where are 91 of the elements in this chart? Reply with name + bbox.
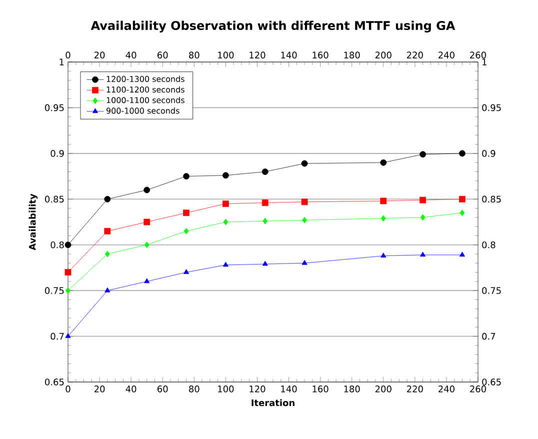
point	[184, 228, 189, 234]
x-tick-label: 20	[94, 386, 105, 392]
y-axis-title: Availability	[28, 194, 38, 250]
y2-tick-label: 0.9	[482, 150, 496, 157]
point	[144, 278, 150, 284]
x2-tick-label: 240	[438, 52, 454, 58]
point	[459, 196, 466, 202]
point	[301, 160, 308, 167]
y-tick-label: 0.7	[50, 332, 64, 340]
point	[380, 252, 386, 258]
x-tick-label: 140	[281, 386, 297, 392]
point	[380, 159, 387, 166]
x-tick-label: 80	[189, 386, 200, 392]
x-tick-label: 200	[375, 386, 392, 392]
point	[420, 252, 426, 257]
x-tick-label: 40	[126, 386, 136, 392]
x2-tick-label: 260	[470, 52, 486, 58]
y-tick-label: 0.9	[50, 150, 64, 157]
x2-tick-label: 20	[94, 52, 105, 58]
point	[65, 333, 71, 338]
legend-label: 1100-1200 seconds	[106, 86, 184, 93]
point	[262, 218, 268, 224]
point	[144, 186, 150, 194]
y-tick-label: 0.8	[50, 241, 64, 248]
x2-tick-label: 40	[126, 52, 136, 58]
x-tick-label: 260	[470, 386, 486, 392]
y-tick-label: 1	[60, 58, 64, 66]
x-tick-label: 100	[218, 386, 234, 392]
x2-tick-label: 100	[218, 52, 234, 58]
y2-tick-label: 0.7	[482, 332, 496, 340]
x2-tick-label: 140	[281, 52, 297, 58]
point	[459, 150, 466, 157]
point	[460, 210, 465, 216]
point	[459, 252, 466, 257]
point	[380, 215, 386, 222]
point	[420, 196, 426, 204]
x-tick-label: 240	[438, 386, 454, 392]
point	[420, 214, 426, 221]
point	[64, 242, 72, 248]
x-tick-label: 0	[66, 386, 70, 392]
x2-tick-label: 160	[312, 52, 328, 58]
x-tick-label: 220	[406, 386, 423, 392]
y2-tick-label: 0.95	[482, 104, 501, 112]
point	[104, 250, 110, 258]
x-axis-title: Iteration	[252, 399, 294, 406]
point	[302, 216, 307, 224]
y2-tick-label: 0.85	[482, 196, 501, 203]
x2-tick-label: 80	[189, 52, 200, 58]
point	[66, 287, 70, 294]
x2-tick-label: 180	[344, 52, 360, 58]
point	[262, 168, 268, 175]
point	[183, 269, 190, 274]
point	[223, 218, 228, 226]
x-tick-label: 120	[250, 386, 266, 392]
x-tick-label: 160	[312, 386, 328, 392]
x2-tick-label: 220	[407, 52, 423, 58]
point	[380, 198, 387, 204]
point	[222, 262, 228, 267]
point	[144, 242, 150, 248]
point	[104, 196, 111, 202]
point	[222, 172, 229, 179]
point	[262, 260, 268, 266]
x2-tick-label: 0	[66, 52, 70, 58]
point	[183, 210, 190, 216]
point	[302, 260, 308, 265]
chart-title: Availability Observation with different MTTF using GA	[90, 20, 456, 32]
y2-tick-label: 0.75	[482, 287, 501, 294]
y2-tick-label: 0.8	[482, 241, 496, 248]
point	[183, 173, 190, 180]
y-tick-label: 0.75	[45, 287, 64, 294]
legend-label: 1000-1100 seconds	[106, 96, 184, 104]
y-tick-label: 0.95	[45, 104, 64, 112]
y2-tick-label: 1	[482, 58, 486, 66]
point	[420, 151, 426, 158]
y-tick-label: 0.65	[45, 378, 64, 386]
x-tick-label: 60	[158, 386, 168, 392]
x2-tick-label: 120	[250, 52, 266, 58]
point	[301, 198, 308, 206]
legend-label: 900-1000 seconds	[106, 108, 180, 114]
x2-tick-label: 200	[375, 52, 392, 58]
point	[262, 200, 268, 206]
point	[222, 200, 229, 207]
point	[104, 228, 111, 234]
x2-tick-label: 60	[158, 52, 168, 58]
x-tick-label: 180	[344, 386, 360, 392]
y-tick-label: 0.85	[45, 196, 64, 203]
legend-label: 1200-1300 seconds	[106, 76, 184, 82]
point	[64, 269, 72, 276]
y2-tick-label: 0.65	[482, 378, 501, 386]
point	[104, 287, 110, 292]
point	[144, 218, 150, 226]
